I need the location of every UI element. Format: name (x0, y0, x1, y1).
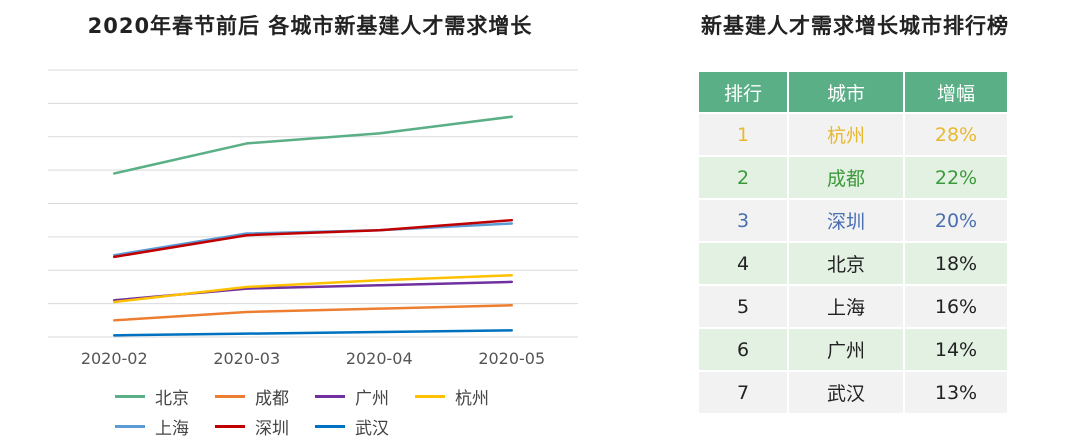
series-line (113, 304, 513, 322)
legend-label: 成都 (255, 388, 289, 409)
x-tick-label: 2020-04 (346, 349, 413, 368)
legend-item-hangzhou: 杭州 (415, 384, 515, 409)
legend-row: 北京 成都 广州 杭州 (115, 381, 515, 411)
city-cell: 北京 (788, 241, 905, 285)
x-tick-label: 2020-03 (213, 349, 280, 368)
legend-label: 深圳 (255, 418, 289, 439)
legend-swatch (115, 424, 145, 428)
legend-swatch (315, 394, 345, 398)
growth-cell: 14% (904, 327, 1007, 371)
legend-label: 武汉 (355, 418, 389, 439)
chart-title: 2020年春节前后 各城市新基建人才需求增长 (87, 14, 533, 38)
table-row: 2 成都 22% (699, 155, 1007, 199)
x-tick-label: 2020-02 (81, 349, 148, 368)
series-line (113, 222, 513, 257)
legend-item-wuhan: 武汉 (315, 414, 415, 439)
rank-cell: 7 (699, 370, 789, 413)
rank-cell: 1 (699, 112, 789, 156)
legend-item-beijing: 北京 (115, 384, 215, 409)
growth-cell: 13% (904, 370, 1007, 413)
table-row: 3 深圳 20% (699, 198, 1007, 242)
header-city: 城市 (788, 72, 905, 113)
city-cell: 成都 (788, 155, 905, 199)
legend-label: 杭州 (455, 388, 489, 409)
series-line (113, 218, 513, 259)
city-cell: 深圳 (788, 198, 905, 242)
rank-cell: 2 (699, 155, 789, 199)
legend-label: 广州 (355, 388, 389, 409)
growth-cell: 28% (904, 112, 1007, 156)
legend-item-chengdu: 成都 (215, 384, 315, 409)
rank-cell: 4 (699, 241, 789, 285)
legend-item-shenzhen: 深圳 (215, 414, 315, 439)
legend-item-shanghai: 上海 (115, 414, 215, 439)
header-rank: 排行 (699, 72, 789, 113)
ranking-table: 排行 城市 增幅 1 杭州 28% 2 成都 22% 3 深圳 20% 4 北京… (699, 72, 1007, 413)
table-header-row: 排行 城市 增幅 (699, 72, 1007, 113)
growth-cell: 18% (904, 241, 1007, 285)
legend-row: 上海 深圳 武汉 (115, 411, 515, 441)
table-row: 5 上海 16% (699, 284, 1007, 328)
table-row: 1 杭州 28% (699, 112, 1007, 156)
legend-swatch (115, 394, 145, 398)
series-line (113, 274, 513, 304)
city-cell: 武汉 (788, 370, 905, 413)
legend-swatch (215, 394, 245, 398)
legend-swatch (315, 424, 345, 428)
table-row: 4 北京 18% (699, 241, 1007, 285)
chart-legend: 北京 成都 广州 杭州 上海 深圳 武汉 (115, 381, 515, 441)
rank-cell: 3 (699, 198, 789, 242)
growth-cell: 22% (904, 155, 1007, 199)
legend-label: 上海 (155, 418, 189, 439)
table-row: 6 广州 14% (699, 327, 1007, 371)
series-line (113, 329, 513, 337)
x-tick-label: 2020-05 (478, 349, 545, 368)
ranking-title: 新基建人才需求增长城市排行榜 (701, 14, 1009, 38)
line-chart: 2020-02 2020-03 2020-04 2020-05 (48, 69, 578, 368)
legend-swatch (215, 424, 245, 428)
legend-item-guangzhou: 广州 (315, 384, 415, 409)
rank-cell: 6 (699, 327, 789, 371)
rank-cell: 5 (699, 284, 789, 328)
growth-cell: 16% (904, 284, 1007, 328)
city-cell: 杭州 (788, 112, 905, 156)
city-cell: 上海 (788, 284, 905, 328)
table-row: 7 武汉 13% (699, 370, 1007, 413)
legend-swatch (415, 394, 445, 398)
header-growth: 增幅 (904, 72, 1007, 113)
city-cell: 广州 (788, 327, 905, 371)
series-line (113, 115, 513, 175)
legend-label: 北京 (155, 388, 189, 409)
growth-cell: 20% (904, 198, 1007, 242)
